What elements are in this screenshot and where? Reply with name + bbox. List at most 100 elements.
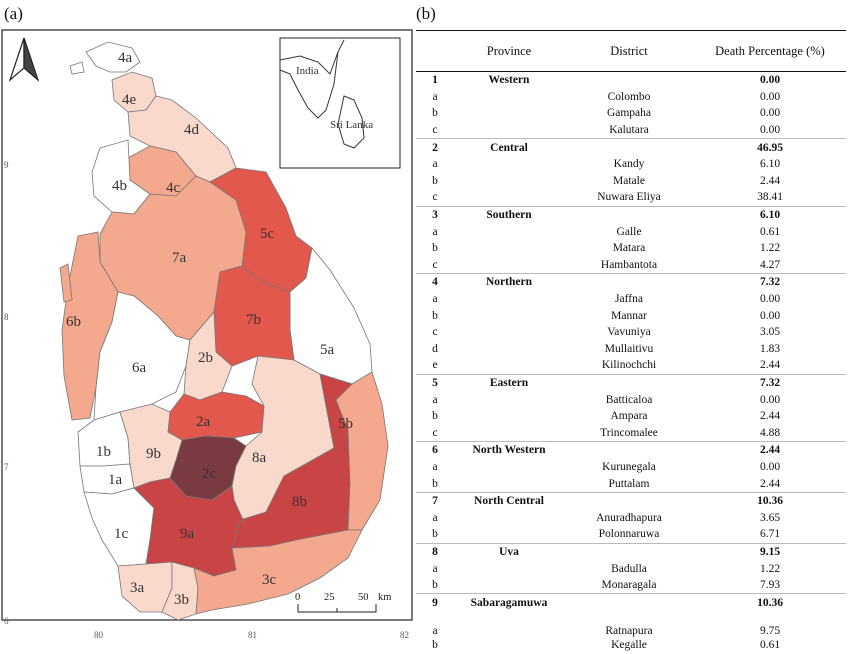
- district-row: a Kandy 6.10: [416, 156, 846, 173]
- province-name: [454, 459, 564, 476]
- province-name: Sabaragamuwa: [454, 593, 564, 611]
- district-row: a Batticaloa 0.00: [416, 391, 846, 408]
- district-name: Ampara: [610, 410, 648, 423]
- label-5b: 5b: [338, 416, 353, 432]
- district-name: Gampaha: [606, 107, 652, 120]
- death-percentage-value: 3.05: [759, 326, 781, 339]
- province-name: [454, 509, 564, 526]
- death-percentage-value: 4.88: [759, 426, 781, 439]
- district-3a: [117, 561, 173, 613]
- death-percentage-value: 0.00: [759, 460, 781, 473]
- district-row: b Monaragala 7.93: [416, 577, 846, 594]
- district-map: 4a 4e 4d 4c 4b 5c 7a 7b 6b 6a 2b 5a 2a 5…: [1, 29, 413, 640]
- inset-srilanka-shape: [337, 95, 365, 149]
- label-4c: 4c: [166, 180, 181, 196]
- label-1a: 1a: [108, 472, 123, 488]
- district-4a: [85, 41, 141, 73]
- lon-tick-82: 82: [400, 630, 409, 640]
- district-9b: [119, 403, 183, 489]
- label-4a: 4a: [118, 50, 133, 66]
- label-8b: 8b: [292, 494, 307, 510]
- death-percentage-value: 1.83: [759, 342, 781, 355]
- death-percentage-value: 10.36: [694, 593, 846, 611]
- province-name: [454, 257, 564, 274]
- district-name: [564, 205, 694, 224]
- district-name: Ratnapura: [605, 625, 653, 637]
- province-name: [454, 357, 564, 374]
- district-row: a Kurunegala 0.00: [416, 459, 846, 476]
- row-number: c: [432, 124, 438, 137]
- district-name: Puttalam: [608, 477, 650, 490]
- province-row: 8 Uva 9.15: [416, 542, 846, 561]
- row-number: a: [432, 562, 438, 575]
- district-name: Colombo: [607, 90, 651, 103]
- scale-bar: 0 25 50 km: [295, 592, 391, 613]
- svg-text:25: 25: [324, 592, 335, 603]
- province-name: Central: [454, 138, 564, 156]
- district-row: b Mannar 0.00: [416, 307, 846, 324]
- row-number: 7: [416, 491, 454, 510]
- label-9b: 9b: [146, 446, 161, 462]
- label-4b: 4b: [112, 178, 127, 194]
- province-row: 4 Northern 7.32: [416, 273, 846, 291]
- row-number: 3: [416, 205, 454, 224]
- district-name: [564, 542, 694, 561]
- row-number: c: [432, 258, 438, 271]
- death-percentage-value: 38.41: [757, 191, 783, 204]
- district-name: [564, 373, 694, 392]
- province-name: [454, 611, 564, 637]
- province-name: [454, 324, 564, 341]
- death-percentage-value: 6.10: [759, 158, 781, 171]
- row-number: a: [432, 393, 438, 406]
- row-number: b: [432, 410, 438, 423]
- row-number: b: [432, 107, 438, 120]
- death-percentage-value: 7.32: [694, 273, 846, 291]
- north-arrow-icon: [8, 37, 40, 82]
- province-name: [454, 341, 564, 358]
- province-row: 7 North Central 10.36: [416, 491, 846, 510]
- province-name: Uva: [454, 542, 564, 561]
- district-9a: [133, 477, 245, 577]
- province-name: [454, 307, 564, 324]
- death-percentage-value: 1.22: [759, 562, 781, 575]
- district-name: Vavuniya: [607, 326, 651, 339]
- district-6b-spit: [59, 263, 73, 303]
- header-district: District: [564, 30, 694, 72]
- district-row: b Kegalle 0.61: [416, 637, 846, 654]
- death-percentage-value: 2.44: [759, 410, 781, 423]
- label-2b: 2b: [198, 350, 213, 366]
- death-percentage-value: 0.00: [759, 107, 781, 120]
- district-name: Matara: [612, 242, 646, 255]
- district-name: Hambantota: [600, 258, 658, 271]
- row-number: b: [432, 174, 438, 187]
- death-percentage-value: 10.36: [694, 491, 846, 510]
- row-number: a: [432, 90, 438, 103]
- row-number: a: [432, 460, 438, 473]
- district-row: b Polonnaruwa 6.71: [416, 526, 846, 543]
- province-name: [454, 156, 564, 173]
- province-name: [454, 122, 564, 139]
- province-name: [454, 560, 564, 577]
- row-number: c: [432, 326, 438, 339]
- row-number: 2: [416, 138, 454, 156]
- label-2a: 2a: [196, 414, 211, 430]
- row-number: b: [432, 528, 438, 541]
- death-percentage-value: 0.00: [759, 393, 781, 406]
- svg-text:0: 0: [295, 592, 300, 603]
- district-row: b Matara 1.22: [416, 240, 846, 257]
- map-frame: [1, 29, 413, 621]
- district-name: [564, 70, 694, 89]
- province-name: [454, 173, 564, 190]
- lat-tick-7: 7: [4, 462, 9, 472]
- death-percentage-table: Province District Death Percentage (%) 1…: [416, 30, 846, 654]
- death-percentage-value: 2.44: [759, 174, 781, 187]
- lat-tick-8: 8: [4, 312, 9, 322]
- label-3a: 3a: [130, 580, 145, 596]
- header-province: Province: [454, 30, 564, 72]
- district-row: c Nuwara Eliya 38.41: [416, 189, 846, 206]
- district-name: [564, 491, 694, 510]
- row-number: a: [432, 511, 438, 524]
- death-percentage-value: 2.44: [694, 441, 846, 459]
- district-name: Kandy: [613, 158, 645, 171]
- province-name: Southern: [454, 205, 564, 224]
